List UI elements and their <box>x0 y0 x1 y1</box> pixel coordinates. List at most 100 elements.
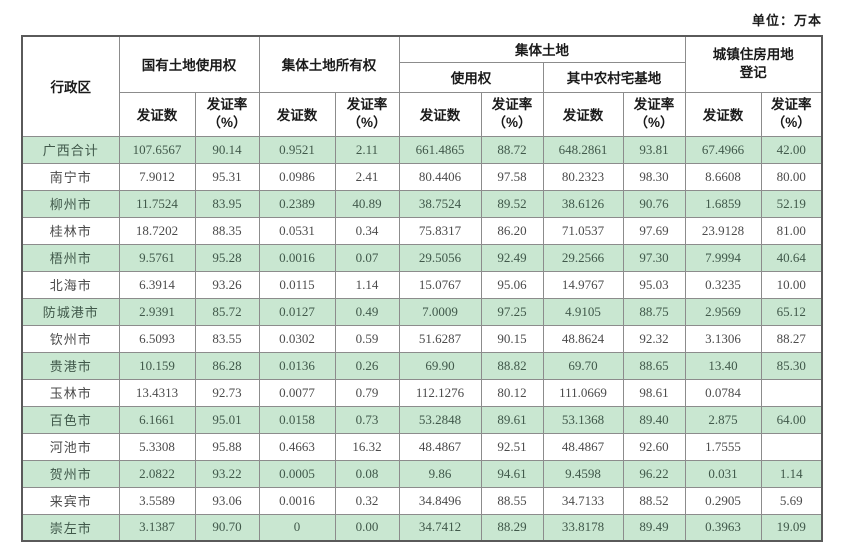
value-cell: 97.69 <box>622 216 686 245</box>
header-group-state-owned: 国有土地使用权 <box>118 35 260 93</box>
value-cell: 0.0077 <box>258 378 336 407</box>
value-cell: 107.6567 <box>118 135 196 164</box>
value-cell: 9.4598 <box>542 459 624 488</box>
value-cell: 71.0537 <box>542 216 624 245</box>
value-cell: 29.2566 <box>542 243 624 272</box>
value-cell: 96.22 <box>622 459 686 488</box>
header-rate-3-unit: （%） <box>492 115 532 130</box>
value-cell: 90.76 <box>622 189 686 218</box>
value-cell: 92.60 <box>622 432 686 461</box>
value-cell: 3.1387 <box>118 513 196 542</box>
value-cell: 0.26 <box>334 351 400 380</box>
value-cell: 88.75 <box>622 297 686 326</box>
table-row: 来宾市 3.5589 93.06 0.0016 0.32 34.8496 88.55 34.7… <box>21 486 823 515</box>
region-cell: 北海市 <box>21 270 120 299</box>
header-group-urban-housing: 城镇住房用地登记 <box>684 35 823 93</box>
table-row: 桂林市 18.7202 88.35 0.0531 0.34 75.8317 86.20 71.… <box>21 216 823 245</box>
value-cell: 81.00 <box>760 216 823 245</box>
value-cell: 89.49 <box>622 513 686 542</box>
value-cell: 34.7133 <box>542 486 624 515</box>
value-cell: 7.0009 <box>398 297 482 326</box>
value-cell: 0.3235 <box>684 270 762 299</box>
header-count-2: 发证数 <box>258 91 336 137</box>
value-cell: 4.9105 <box>542 297 624 326</box>
region-cell: 桂林市 <box>21 216 120 245</box>
table-header: 行政区 国有土地使用权 集体土地所有权 集体土地 城镇住房用地登记 使用权 其中… <box>21 35 823 137</box>
header-group-collective-land: 集体土地 <box>398 35 686 63</box>
value-cell: 7.9994 <box>684 243 762 272</box>
region-cell: 贵港市 <box>21 351 120 380</box>
value-cell: 80.12 <box>480 378 544 407</box>
value-cell: 0.4663 <box>258 432 336 461</box>
value-cell: 0.0784 <box>684 378 762 407</box>
value-cell <box>760 378 823 407</box>
value-cell: 15.0767 <box>398 270 482 299</box>
value-cell: 88.65 <box>622 351 686 380</box>
value-cell: 8.6608 <box>684 162 762 191</box>
table-row: 钦州市 6.5093 83.55 0.0302 0.59 51.6287 90.15 48.8… <box>21 324 823 353</box>
value-cell: 0.79 <box>334 378 400 407</box>
value-cell: 94.61 <box>480 459 544 488</box>
value-cell: 5.3308 <box>118 432 196 461</box>
header-row-2: 使用权 其中农村宅基地 <box>22 61 822 93</box>
value-cell: 95.01 <box>194 405 260 434</box>
value-cell: 88.29 <box>480 513 544 542</box>
region-cell: 南宁市 <box>21 162 120 191</box>
value-cell: 1.6859 <box>684 189 762 218</box>
value-cell: 19.09 <box>760 513 823 542</box>
value-cell: 0.00 <box>334 513 400 542</box>
value-cell: 80.2323 <box>542 162 624 191</box>
value-cell: 90.14 <box>194 135 260 164</box>
header-count-5: 发证数 <box>684 91 762 137</box>
value-cell: 0.0302 <box>258 324 336 353</box>
value-cell: 0.59 <box>334 324 400 353</box>
value-cell: 34.7412 <box>398 513 482 542</box>
region-cell: 来宾市 <box>21 486 120 515</box>
value-cell: 18.7202 <box>118 216 196 245</box>
value-cell: 69.90 <box>398 351 482 380</box>
header-group-collective-ownership: 集体土地所有权 <box>258 35 400 93</box>
value-cell: 89.61 <box>480 405 544 434</box>
value-cell: 648.2861 <box>542 135 624 164</box>
value-cell: 33.8178 <box>542 513 624 542</box>
value-cell: 0.0016 <box>258 243 336 272</box>
header-rate-5: 发证率 （%） <box>760 91 823 137</box>
value-cell: 0.32 <box>334 486 400 515</box>
value-cell: 6.3914 <box>118 270 196 299</box>
value-cell: 88.35 <box>194 216 260 245</box>
region-cell: 柳州市 <box>21 189 120 218</box>
header-count-4: 发证数 <box>542 91 624 137</box>
table-row: 百色市 6.1661 95.01 0.0158 0.73 53.2848 89.61 53.1… <box>21 405 823 434</box>
value-cell: 89.40 <box>622 405 686 434</box>
value-cell: 13.4313 <box>118 378 196 407</box>
value-cell: 86.20 <box>480 216 544 245</box>
header-rate-5-unit: （%） <box>771 115 811 130</box>
header-rate-1: 发证率 （%） <box>194 91 260 137</box>
value-cell: 13.40 <box>684 351 762 380</box>
value-cell: 90.15 <box>480 324 544 353</box>
value-cell: 0.0158 <box>258 405 336 434</box>
value-cell: 3.5589 <box>118 486 196 515</box>
value-cell: 16.32 <box>334 432 400 461</box>
value-cell: 0.0531 <box>258 216 336 245</box>
table-row: 玉林市 13.4313 92.73 0.0077 0.79 112.1276 80.12 11… <box>21 378 823 407</box>
header-count-3: 发证数 <box>398 91 482 137</box>
value-cell: 83.55 <box>194 324 260 353</box>
value-cell: 112.1276 <box>398 378 482 407</box>
value-cell: 0.0127 <box>258 297 336 326</box>
region-cell: 玉林市 <box>21 378 120 407</box>
value-cell: 1.14 <box>334 270 400 299</box>
value-cell: 0.0016 <box>258 486 336 515</box>
value-cell: 2.0822 <box>118 459 196 488</box>
value-cell: 98.61 <box>622 378 686 407</box>
table-row: 柳州市 11.7524 83.95 0.2389 40.89 38.7524 89.52 38… <box>21 189 823 218</box>
value-cell: 92.32 <box>622 324 686 353</box>
header-rate-3-label: 发证率 <box>491 97 533 113</box>
region-cell: 贺州市 <box>21 459 120 488</box>
value-cell: 2.11 <box>334 135 400 164</box>
value-cell: 14.9767 <box>542 270 624 299</box>
header-row-1: 行政区 国有土地使用权 集体土地所有权 集体土地 城镇住房用地登记 <box>21 35 823 137</box>
header-row-3: 发证数 发证率 （%） 发证数 发证率 （%） 发证数 发证率 （%） 发证数 … <box>22 91 823 137</box>
region-cell: 梧州市 <box>21 243 120 272</box>
